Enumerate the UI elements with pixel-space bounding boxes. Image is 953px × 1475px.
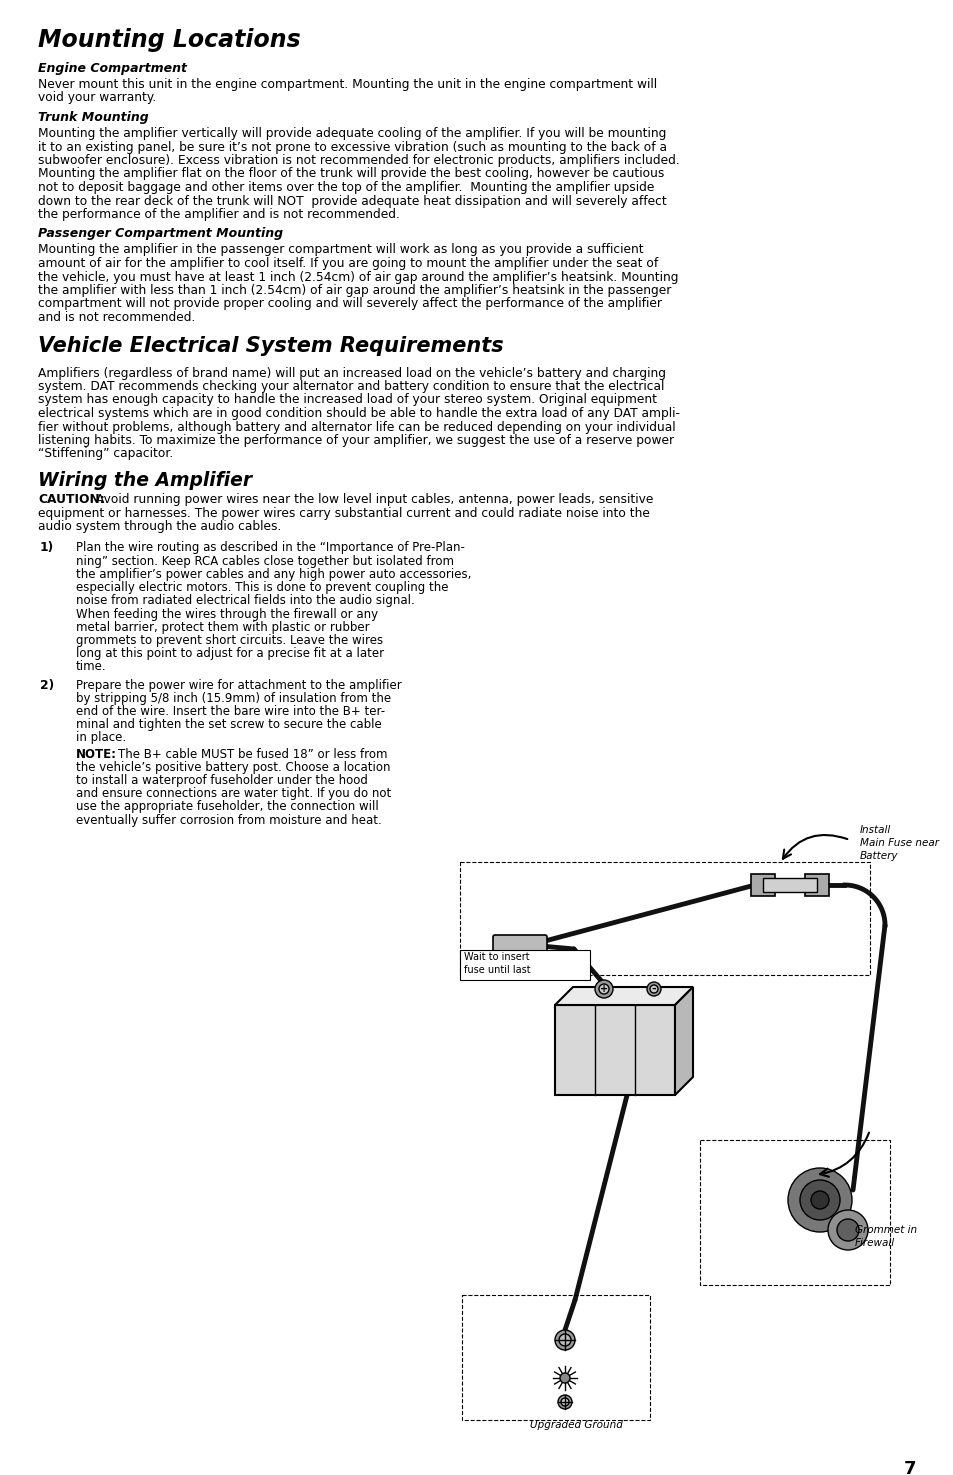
Text: Wiring the Amplifier: Wiring the Amplifier [38, 471, 252, 490]
Circle shape [836, 1218, 858, 1240]
Text: “Stiffening” capacitor.: “Stiffening” capacitor. [38, 447, 173, 460]
Text: Engine Compartment: Engine Compartment [38, 62, 187, 75]
Circle shape [560, 1398, 568, 1406]
Text: audio system through the audio cables.: audio system through the audio cables. [38, 521, 281, 532]
Text: 7: 7 [902, 1460, 915, 1475]
Text: not to deposit baggage and other items over the top of the amplifier.  Mounting : not to deposit baggage and other items o… [38, 181, 654, 195]
Circle shape [598, 984, 608, 994]
Text: Prepare the power wire for attachment to the amplifier: Prepare the power wire for attachment to… [76, 678, 401, 692]
Text: the vehicle’s positive battery post. Choose a location: the vehicle’s positive battery post. Cho… [76, 761, 390, 774]
Polygon shape [675, 987, 692, 1094]
Text: Mounting Locations: Mounting Locations [38, 28, 300, 52]
Text: Amplifiers (regardless of brand name) will put an increased load on the vehicle’: Amplifiers (regardless of brand name) wi… [38, 366, 665, 379]
Text: Install
Main Fuse near
Battery: Install Main Fuse near Battery [859, 825, 938, 861]
Polygon shape [555, 987, 692, 1004]
FancyBboxPatch shape [493, 935, 546, 954]
Circle shape [800, 1180, 840, 1220]
Text: amount of air for the amplifier to cool itself. If you are going to mount the am: amount of air for the amplifier to cool … [38, 257, 658, 270]
Text: Avoid running power wires near the low level input cables, antenna, power leads,: Avoid running power wires near the low l… [96, 493, 653, 506]
Circle shape [810, 1190, 828, 1210]
Text: Trunk Mounting: Trunk Mounting [38, 111, 149, 124]
Circle shape [827, 1210, 867, 1249]
Text: the amplifier with less than 1 inch (2.54cm) of air gap around the amplifier’s h: the amplifier with less than 1 inch (2.5… [38, 285, 671, 296]
Text: When feeding the wires through the firewall or any: When feeding the wires through the firew… [76, 608, 377, 621]
Text: end of the wire. Insert the bare wire into the B+ ter-: end of the wire. Insert the bare wire in… [76, 705, 385, 718]
Text: it to an existing panel, be sure it’s not prone to excessive vibration (such as : it to an existing panel, be sure it’s no… [38, 140, 666, 153]
Text: system has enough capacity to handle the increased load of your stereo system. O: system has enough capacity to handle the… [38, 394, 657, 407]
Text: metal barrier, protect them with plastic or rubber: metal barrier, protect them with plastic… [76, 621, 369, 634]
Text: Wait to insert
fuse until last: Wait to insert fuse until last [463, 951, 530, 975]
Text: equipment or harnesses. The power wires carry substantial current and could radi: equipment or harnesses. The power wires … [38, 506, 649, 519]
Text: void your warranty.: void your warranty. [38, 91, 156, 105]
Text: Mounting the amplifier in the passenger compartment will work as long as you pro: Mounting the amplifier in the passenger … [38, 243, 643, 257]
Text: Passenger Compartment Mounting: Passenger Compartment Mounting [38, 227, 283, 240]
Text: and is not recommended.: and is not recommended. [38, 311, 195, 324]
Polygon shape [555, 1004, 675, 1094]
Text: in place.: in place. [76, 732, 126, 745]
Text: down to the rear deck of the trunk will NOT  provide adequate heat dissipation a: down to the rear deck of the trunk will … [38, 195, 666, 208]
Text: subwoofer enclosure). Excess vibration is not recommended for electronic product: subwoofer enclosure). Excess vibration i… [38, 153, 679, 167]
Circle shape [787, 1168, 851, 1232]
Text: fier without problems, although battery and alternator life can be reduced depen: fier without problems, although battery … [38, 420, 675, 434]
Text: ning” section. Keep RCA cables close together but isolated from: ning” section. Keep RCA cables close tog… [76, 555, 454, 568]
Text: Upgraded Ground: Upgraded Ground [530, 1420, 622, 1429]
Text: NOTE:: NOTE: [76, 748, 117, 761]
Text: Vehicle Electrical System Requirements: Vehicle Electrical System Requirements [38, 336, 503, 357]
Text: the vehicle, you must have at least 1 inch (2.54cm) of air gap around the amplif: the vehicle, you must have at least 1 in… [38, 270, 678, 283]
Text: long at this point to adjust for a precise fit at a later: long at this point to adjust for a preci… [76, 648, 384, 661]
Text: 1): 1) [40, 541, 54, 555]
Circle shape [595, 979, 613, 999]
Text: Mounting the amplifier flat on the floor of the trunk will provide the best cool: Mounting the amplifier flat on the floor… [38, 168, 663, 180]
Circle shape [558, 1333, 571, 1347]
Polygon shape [804, 875, 828, 895]
Polygon shape [762, 878, 816, 892]
Text: grommets to prevent short circuits. Leave the wires: grommets to prevent short circuits. Leav… [76, 634, 383, 648]
Circle shape [649, 985, 658, 993]
Polygon shape [750, 875, 774, 895]
Text: Never mount this unit in the engine compartment. Mounting the unit in the engine: Never mount this unit in the engine comp… [38, 78, 657, 91]
Text: and ensure connections are water tight. If you do not: and ensure connections are water tight. … [76, 788, 391, 799]
Text: listening habits. To maximize the performance of your amplifier, we suggest the : listening habits. To maximize the perfor… [38, 434, 674, 447]
Text: to install a waterproof fuseholder under the hood: to install a waterproof fuseholder under… [76, 774, 368, 786]
Text: the amplifier’s power cables and any high power auto accessories,: the amplifier’s power cables and any hig… [76, 568, 471, 581]
Text: noise from radiated electrical fields into the audio signal.: noise from radiated electrical fields in… [76, 594, 415, 608]
Text: system. DAT recommends checking your alternator and battery condition to ensure : system. DAT recommends checking your alt… [38, 381, 663, 392]
Circle shape [555, 1330, 575, 1350]
Text: eventually suffer corrosion from moisture and heat.: eventually suffer corrosion from moistur… [76, 814, 381, 826]
Text: CAUTION:: CAUTION: [38, 493, 105, 506]
Text: the performance of the amplifier and is not recommended.: the performance of the amplifier and is … [38, 208, 399, 221]
Circle shape [559, 1373, 569, 1384]
Circle shape [558, 1395, 572, 1409]
Text: Mounting the amplifier vertically will provide adequate cooling of the amplifier: Mounting the amplifier vertically will p… [38, 127, 666, 140]
Text: -: - [651, 984, 656, 994]
Text: Plan the wire routing as described in the “Importance of Pre-Plan-: Plan the wire routing as described in th… [76, 541, 464, 555]
Bar [459, 950, 589, 979]
Text: by stripping 5/8 inch (15.9mm) of insulation from the: by stripping 5/8 inch (15.9mm) of insula… [76, 692, 391, 705]
Text: Grommet in
Firewall: Grommet in Firewall [854, 1226, 916, 1248]
Circle shape [646, 982, 660, 996]
Text: especially electric motors. This is done to prevent coupling the: especially electric motors. This is done… [76, 581, 448, 594]
Text: +: + [599, 984, 607, 994]
Text: electrical systems which are in good condition should be able to handle the extr: electrical systems which are in good con… [38, 407, 679, 420]
Text: compartment will not provide proper cooling and will severely affect the perform: compartment will not provide proper cool… [38, 298, 661, 311]
Text: 2): 2) [40, 678, 54, 692]
Text: time.: time. [76, 661, 107, 673]
Text: minal and tighten the set screw to secure the cable: minal and tighten the set screw to secur… [76, 718, 381, 732]
Text: use the appropriate fuseholder, the connection will: use the appropriate fuseholder, the conn… [76, 801, 378, 813]
Text: The B+ cable MUST be fused 18” or less from: The B+ cable MUST be fused 18” or less f… [118, 748, 387, 761]
